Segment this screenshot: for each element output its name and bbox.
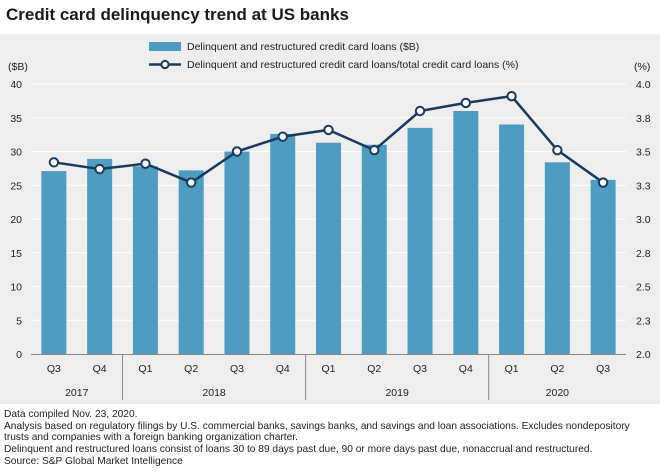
- bar: [544, 162, 570, 354]
- y-tick-right: 2.0: [636, 349, 651, 361]
- x-tick-label: Q1: [321, 363, 335, 375]
- legend-bar-label: Delinquent and restructured credit card …: [187, 41, 419, 53]
- footnote-analysis: Analysis based on regulatory filings by …: [4, 420, 630, 432]
- footnotes: Data compiled Nov. 23, 2020. Analysis ba…: [4, 409, 658, 468]
- bar: [590, 179, 616, 354]
- y-tick-left: 10: [10, 282, 22, 294]
- x-year-label: 2017: [65, 387, 89, 399]
- ratio-point: [506, 90, 517, 102]
- ratio-point: [552, 144, 563, 156]
- footnote-definition: Delinquent and restructured loans consis…: [4, 444, 593, 456]
- y-tick-left: 15: [10, 248, 22, 260]
- ratio-point: [231, 146, 243, 157]
- legend-bar-swatch: [149, 42, 181, 51]
- combo-chart: Delinquent and restructured credit card …: [8, 41, 651, 400]
- chart-panel: Delinquent and restructured credit card …: [0, 34, 660, 404]
- x-tick-label: Q2: [184, 363, 198, 375]
- ratio-point: [323, 124, 334, 136]
- x-year-label: 2020: [546, 387, 570, 399]
- y-tick-left: 20: [10, 214, 22, 226]
- y-tick-left: 40: [10, 79, 22, 91]
- y-tick-right: 3.8: [636, 113, 651, 125]
- chart-title: Credit card delinquency trend at US bank…: [6, 5, 349, 24]
- x-year-label: 2019: [385, 387, 409, 399]
- y-tick-right: 2.3: [636, 315, 651, 327]
- bar: [224, 151, 250, 354]
- bar: [407, 127, 433, 354]
- y-tick-left: 30: [10, 147, 22, 159]
- title-bar: Credit card delinquency trend at US bank…: [0, 0, 660, 34]
- y-tick-right: 2.8: [636, 248, 651, 260]
- x-tick-label: Q3: [596, 363, 610, 375]
- x-tick-label: Q1: [138, 363, 152, 375]
- bar: [178, 170, 204, 354]
- ratio-point: [140, 158, 151, 169]
- x-tick-label: Q2: [367, 363, 381, 375]
- ratio-point: [460, 97, 472, 109]
- ratio-point: [597, 177, 609, 188]
- y-tick-right: 3.0: [636, 214, 651, 226]
- bar: [87, 158, 113, 354]
- y-axis-left-label: ($B): [8, 61, 28, 73]
- y-tick-right: 2.5: [636, 282, 651, 294]
- bar: [499, 124, 525, 354]
- x-tick-label: Q3: [413, 363, 427, 375]
- y-tick-left: 35: [10, 113, 22, 125]
- bar: [316, 142, 341, 354]
- ratio-point: [414, 105, 426, 117]
- ratio-point: [277, 131, 288, 142]
- bar: [41, 171, 67, 354]
- legend-line-marker: [160, 59, 170, 70]
- y-tick-left: 5: [16, 315, 22, 327]
- legend-line-label: Delinquent and restructured credit card …: [187, 59, 519, 71]
- x-tick-label: Q2: [550, 363, 564, 375]
- footnote-date: Data compiled Nov. 23, 2020.: [4, 409, 138, 420]
- footnote-source: Source: S&P Global Market Intelligence: [4, 455, 183, 467]
- ratio-point: [48, 157, 60, 168]
- bar: [453, 111, 479, 354]
- y-axis-right-label: (%): [634, 61, 650, 73]
- bar: [270, 133, 296, 354]
- ratio-point: [94, 163, 105, 175]
- x-tick-label: Q4: [459, 363, 473, 375]
- bar: [132, 166, 158, 354]
- ratio-point: [369, 144, 380, 156]
- y-tick-left: 0: [16, 349, 22, 361]
- y-tick-right: 3.3: [636, 180, 651, 192]
- x-tick-label: Q3: [47, 363, 61, 375]
- x-year-label: 2018: [202, 387, 226, 399]
- footnote-analysis-cont: trusts and companies with a foreign bank…: [4, 432, 298, 444]
- y-tick-right: 4.0: [636, 79, 651, 91]
- ratio-point: [185, 177, 197, 188]
- y-tick-left: 25: [10, 180, 22, 192]
- bar: [361, 144, 387, 354]
- x-tick-label: Q1: [505, 363, 519, 375]
- x-tick-label: Q4: [93, 363, 107, 375]
- x-tick-label: Q4: [276, 363, 290, 375]
- x-tick-label: Q3: [230, 363, 244, 375]
- y-tick-right: 3.5: [636, 147, 651, 159]
